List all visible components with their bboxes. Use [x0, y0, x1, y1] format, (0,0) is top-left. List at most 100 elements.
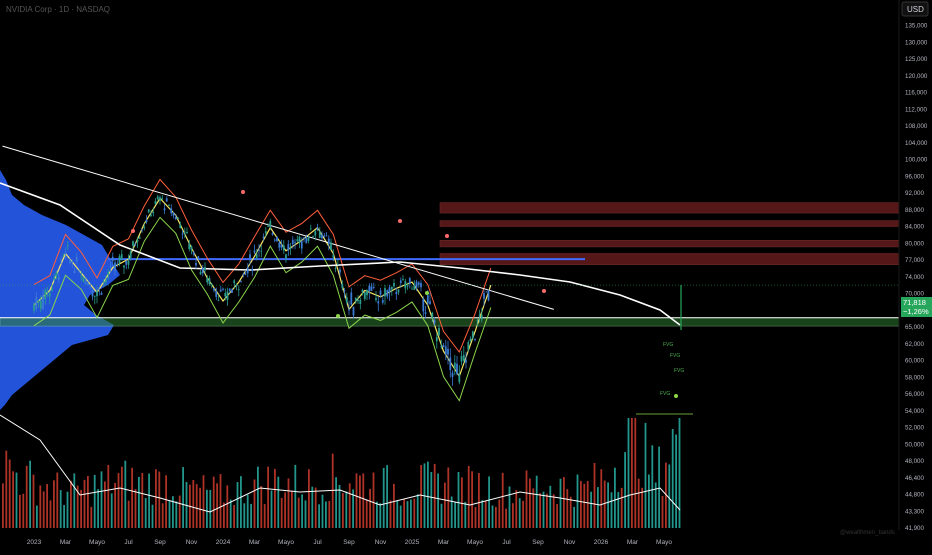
- volume-bar: [134, 489, 137, 528]
- volume-bar: [107, 465, 110, 528]
- volume-bar: [461, 477, 463, 528]
- volume-bar: [124, 460, 127, 528]
- time-tick-label: Sep: [154, 539, 166, 546]
- volume-bar: [376, 501, 378, 528]
- candle-body: [267, 226, 269, 227]
- volume-bar: [447, 467, 450, 528]
- volume-bar: [148, 473, 150, 528]
- volume-bar: [665, 462, 667, 528]
- band-lower: [33, 216, 492, 402]
- volume-moving-average: [0, 414, 681, 513]
- volume-bar: [580, 480, 582, 528]
- volume-bar: [80, 490, 82, 528]
- signal-dot: [336, 314, 340, 318]
- volume-bar: [297, 497, 300, 528]
- candle-body: [480, 315, 483, 320]
- candle-body: [411, 288, 413, 290]
- candle-body: [251, 268, 254, 271]
- volume-bar: [277, 476, 280, 528]
- candle-body: [350, 292, 353, 305]
- candle-body: [276, 237, 278, 242]
- volume-bar: [32, 474, 35, 528]
- candle-body: [181, 233, 184, 235]
- volume-bar: [233, 505, 235, 528]
- volume-bar: [151, 504, 154, 528]
- last-price-change: −1,26%: [903, 307, 929, 316]
- candle-body: [179, 224, 182, 228]
- volume-bar: [600, 469, 603, 528]
- price-axis[interactable]: 140,000135,000130,000125,000120,000116,0…: [898, 0, 928, 532]
- volume-bar: [284, 492, 286, 528]
- candle-body: [100, 292, 103, 295]
- volume-bar: [508, 486, 511, 528]
- volume-bar: [2, 483, 4, 528]
- volume-bar: [182, 467, 184, 528]
- volume-bar: [457, 472, 460, 528]
- candle-body: [485, 291, 488, 293]
- price-tick-label: 104,000: [905, 140, 928, 147]
- candle-body: [273, 239, 276, 241]
- volume-bar: [223, 502, 225, 528]
- time-axis[interactable]: 2023 Mar Mayo Jul Sep Nov 2024 Mar Mayo Jul Sep Nov…: [27, 539, 673, 546]
- volume-bar: [338, 485, 341, 528]
- time-tick-label: Nov: [564, 539, 576, 546]
- candle-body: [231, 289, 233, 293]
- time-tick-label: Sep: [343, 539, 355, 546]
- candle-body: [357, 300, 359, 302]
- volume-bar: [420, 465, 422, 528]
- candle-body: [413, 284, 416, 290]
- candle-body: [388, 287, 391, 292]
- candle-body: [462, 355, 465, 361]
- volume-bar: [175, 501, 178, 528]
- currency-button-bg[interactable]: [901, 1, 929, 17]
- volume-bar: [481, 500, 484, 528]
- fvg-label: FVG: [670, 353, 680, 359]
- symbol-header[interactable]: NVIDIA Corp · 1D · NASDAQ: [6, 5, 110, 14]
- candle-body: [154, 201, 157, 205]
- time-tick-label: Nov: [375, 539, 387, 546]
- price-tick-label: 62,000: [905, 341, 924, 348]
- volume-bar: [379, 503, 382, 528]
- volume-bar: [73, 473, 76, 528]
- volume-bar: [229, 499, 232, 528]
- volume-bar: [53, 480, 55, 528]
- volume-bar: [566, 489, 569, 528]
- candle-body: [93, 295, 96, 297]
- candle-body: [393, 283, 395, 287]
- candle-body: [366, 290, 368, 296]
- volume-bar: [413, 498, 416, 528]
- candle-body: [280, 245, 283, 248]
- time-tick-label: Mayo: [278, 539, 294, 546]
- currency-button[interactable]: USD: [907, 5, 924, 14]
- time-tick-label: Nov: [186, 539, 198, 546]
- candle-body: [332, 254, 335, 258]
- volume-bar: [389, 500, 392, 528]
- volume-bar: [141, 472, 144, 528]
- volume-bar: [308, 469, 310, 528]
- candle-body: [163, 208, 166, 211]
- volume-bar: [627, 418, 630, 528]
- volume-bar: [450, 496, 453, 528]
- time-tick-label: Jul: [124, 539, 133, 546]
- volume-bar: [243, 503, 246, 528]
- candle-body: [397, 289, 400, 293]
- volume-bar: [29, 460, 31, 528]
- volume-bar: [59, 490, 62, 528]
- volume-bar: [138, 476, 140, 528]
- candle-body: [60, 259, 62, 261]
- volume-bar: [321, 494, 324, 528]
- volume-bar: [637, 478, 640, 528]
- candle-body: [197, 256, 200, 259]
- candle-body: [341, 283, 344, 288]
- candle-body: [204, 267, 206, 271]
- candle-body: [402, 279, 404, 280]
- volume-bar: [70, 480, 72, 528]
- volume-bar: [675, 434, 677, 528]
- volume-bar: [348, 483, 351, 528]
- candle-body: [390, 286, 393, 290]
- volume-bars: [0, 414, 681, 528]
- candle-body: [336, 263, 339, 265]
- candle-body: [352, 306, 355, 316]
